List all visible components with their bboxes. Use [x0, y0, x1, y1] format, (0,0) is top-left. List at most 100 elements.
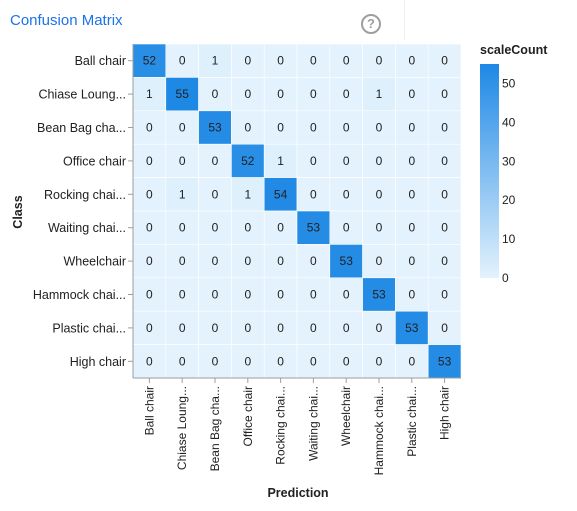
heatmap-cell — [132, 310, 167, 345]
heatmap-cell — [296, 177, 331, 212]
legend-tick-label: 30 — [502, 154, 516, 168]
heatmap-cell — [395, 43, 429, 78]
cell-value-label: 0 — [343, 321, 350, 335]
heatmap-cell — [165, 210, 199, 245]
heatmap-cell — [362, 177, 396, 212]
heatmap-cell — [263, 277, 298, 312]
cell-value-label: 0 — [310, 321, 317, 335]
cell-value-label: 0 — [376, 221, 383, 235]
cell-value-label: 0 — [277, 288, 284, 302]
row-label: Waiting chai... — [48, 221, 126, 235]
cell-value-label: 54 — [274, 187, 288, 201]
heatmap-cell — [362, 43, 396, 78]
cell-value-label: 0 — [310, 121, 317, 135]
cell-value-label: 0 — [146, 254, 153, 268]
heatmap-cell — [132, 177, 167, 212]
cell-value-label: 0 — [146, 288, 153, 302]
cell-value-label: 0 — [212, 254, 219, 268]
cell-value-label: 0 — [441, 54, 448, 68]
cell-value-label: 0 — [310, 54, 317, 68]
row-label: Wheelchair — [63, 255, 126, 269]
help-circle-icon[interactable]: ? — [361, 14, 381, 34]
cell-value-label: 0 — [408, 187, 415, 201]
cell-value-label: 0 — [408, 121, 415, 135]
heatmap-cell — [132, 43, 167, 78]
heatmap-cell — [263, 244, 298, 279]
row-label: Plastic chai... — [52, 321, 126, 335]
legend-tick-label: 40 — [502, 115, 516, 129]
legend-title: scaleCount — [480, 43, 548, 57]
cell-value-label: 0 — [244, 354, 251, 368]
cell-value-label: 0 — [376, 321, 383, 335]
column-label: Waiting chai... — [306, 386, 320, 461]
cell-value-label: 1 — [212, 54, 219, 68]
cell-value-label: 55 — [176, 87, 190, 101]
cell-value-label: 0 — [343, 288, 350, 302]
column-label: Bean Bag cha... — [208, 386, 222, 471]
cell-value-label: 53 — [208, 121, 222, 135]
cell-value-label: 0 — [277, 354, 284, 368]
cell-value-label: 0 — [179, 354, 186, 368]
cell-value-label: 53 — [372, 288, 386, 302]
cell-value-label: 0 — [441, 187, 448, 201]
cell-value-label: 0 — [212, 154, 219, 168]
row-label: High chair — [70, 355, 126, 369]
heatmap-cell — [329, 77, 363, 112]
cell-value-label: 0 — [146, 121, 153, 135]
cell-value-label: 0 — [277, 54, 284, 68]
cell-value-label: 0 — [310, 288, 317, 302]
row-label: Rocking chai... — [44, 188, 126, 202]
cell-value-label: 0 — [310, 354, 317, 368]
cell-value-label: 0 — [212, 187, 219, 201]
heatmap-cell — [198, 244, 232, 279]
cell-value-label: 0 — [376, 54, 383, 68]
legend-tick-label: 50 — [502, 76, 516, 90]
legend-tick-label: 10 — [502, 232, 516, 246]
legend-tick-label: 20 — [502, 193, 516, 207]
column-label: Office chair — [241, 386, 255, 446]
cell-value-label: 0 — [212, 354, 219, 368]
cell-value-label: 53 — [307, 221, 321, 235]
heatmap-cell — [395, 344, 429, 379]
cell-value-label: 0 — [441, 288, 448, 302]
cell-value-label: 0 — [277, 321, 284, 335]
column-label: Hammock chai... — [372, 386, 386, 475]
heatmap-cell — [329, 310, 363, 345]
heatmap-cell — [395, 210, 429, 245]
heatmap-cell — [329, 344, 363, 379]
heatmap-cell — [395, 77, 429, 112]
heatmap-cell — [296, 110, 331, 145]
cell-value-label: 0 — [310, 87, 317, 101]
cell-value-label: 0 — [277, 87, 284, 101]
heatmap-cell — [427, 77, 462, 112]
heatmap-cell — [427, 110, 462, 145]
cell-value-label: 0 — [408, 254, 415, 268]
cell-value-label: 53 — [405, 321, 419, 335]
heatmap-cell — [263, 310, 298, 345]
legend-color-bar — [480, 64, 499, 278]
cell-value-label: 0 — [146, 187, 153, 201]
cell-value-label: 0 — [343, 187, 350, 201]
heatmap-cell — [296, 143, 331, 178]
cell-value-label: 53 — [438, 354, 452, 368]
cell-value-label: 0 — [343, 154, 350, 168]
cell-value-label: 1 — [244, 187, 251, 201]
cell-value-label: 0 — [408, 221, 415, 235]
cell-value-label: 0 — [376, 254, 383, 268]
heatmap-cell — [296, 277, 331, 312]
cell-value-label: 0 — [244, 121, 251, 135]
heatmap-cell — [427, 277, 462, 312]
chart-title: Confusion Matrix — [10, 12, 123, 29]
cell-value-label: 0 — [441, 121, 448, 135]
header-divider — [404, 0, 405, 40]
cell-value-label: 0 — [212, 321, 219, 335]
legend-ticks: 0 10 20 30 40 50 — [502, 76, 516, 285]
cell-value-label: 0 — [310, 254, 317, 268]
cell-value-label: 0 — [244, 87, 251, 101]
heatmap-cell — [198, 310, 232, 345]
cell-value-label: 0 — [146, 321, 153, 335]
column-label: Wheelchair — [339, 386, 353, 446]
heatmap-cell — [263, 177, 298, 212]
cell-value-label: 0 — [277, 254, 284, 268]
heatmap-cell — [231, 177, 265, 212]
